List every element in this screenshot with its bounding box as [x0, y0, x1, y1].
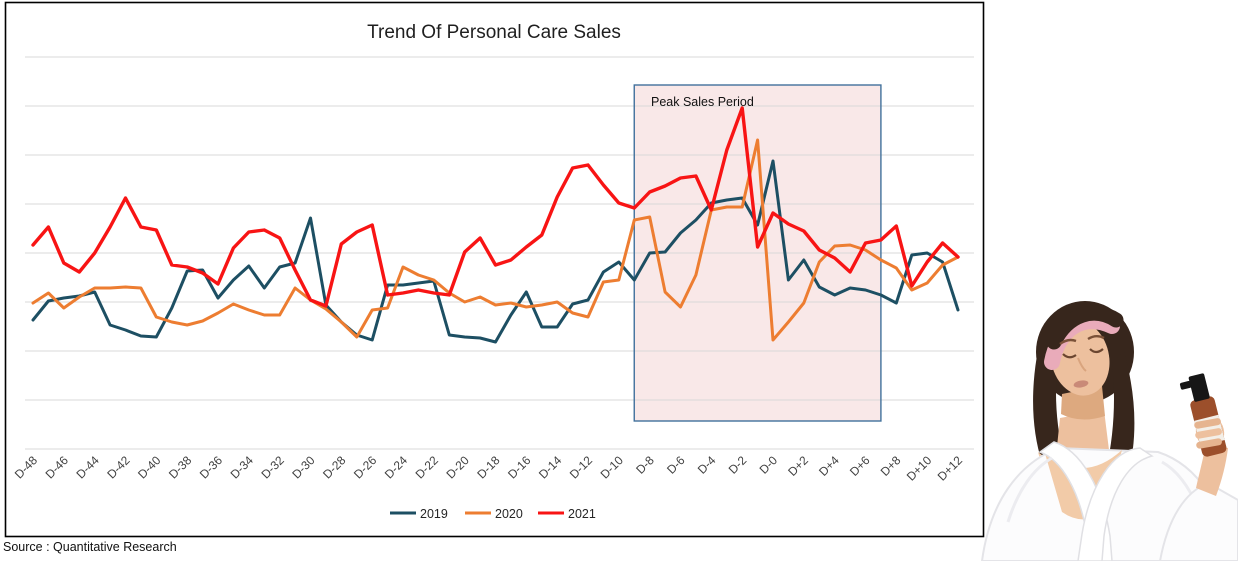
finger-2: [1195, 428, 1222, 439]
x-axis-label: D-16: [505, 453, 534, 482]
x-axis-label: D-48: [12, 453, 41, 482]
x-axis-label: D-24: [382, 453, 411, 482]
x-axis-label: D-26: [351, 453, 380, 482]
series-line-2020: [31, 138, 960, 342]
finger-3: [1196, 438, 1222, 449]
eyebrow-right: [1087, 335, 1105, 341]
neck-shadow: [1061, 386, 1105, 420]
eyebrow-left: [1059, 338, 1077, 345]
x-axis-label: D+2: [785, 453, 811, 479]
x-axis-label: D-30: [289, 453, 318, 482]
legend: 2019 2020 2021: [390, 507, 596, 521]
x-axis-label: D-18: [474, 453, 503, 482]
chart-title: Trend Of Personal Care Sales: [367, 22, 621, 43]
peak-sales-region-border: [633, 84, 882, 422]
x-axis-label: D-46: [43, 453, 72, 482]
x-axis-label: D-36: [197, 453, 226, 482]
legend-label-2021: 2021: [568, 507, 596, 521]
x-axis-label: D+10: [904, 453, 935, 484]
peak-region-label: Peak Sales Period: [651, 95, 754, 109]
x-axis-label: D-10: [598, 453, 627, 482]
series-line-2021: [31, 106, 960, 308]
lips: [1073, 380, 1089, 388]
x-axis-label: D-44: [74, 453, 103, 482]
bottle-cap: [1188, 373, 1210, 402]
bottle-nozzle: [1179, 380, 1192, 390]
x-axis-label: D-22: [413, 453, 442, 482]
x-axis-label: D-4: [695, 453, 719, 477]
x-axis-label: D-2: [726, 453, 750, 477]
finger-1: [1194, 418, 1221, 429]
x-axis-label: D-38: [166, 453, 195, 482]
robe-collar-right: [1077, 447, 1154, 561]
x-axis-label: D-32: [259, 453, 288, 482]
x-axis-label: D-6: [664, 453, 688, 477]
source-note: Source : Quantitative Research: [3, 540, 177, 554]
nose: [1077, 357, 1087, 372]
hair-left-lock: [1033, 350, 1064, 462]
x-axis-labels: D-48 D-46 D-44 D-42 D-40 D-38 D-36 D-34 D-32 D-30…: [12, 453, 966, 484]
x-axis-label: D-0: [757, 453, 781, 477]
x-axis-label: D-8: [633, 453, 657, 477]
x-axis-label: D+6: [847, 453, 873, 479]
x-axis-label: D-34: [228, 453, 257, 482]
hair-right-lock: [1106, 352, 1135, 476]
x-axis-label: D-40: [135, 453, 164, 482]
x-axis-label: D+8: [878, 453, 904, 479]
x-axis-label: D+4: [816, 453, 842, 479]
x-axis-label: D-14: [536, 453, 565, 482]
x-axis-label: D+12: [935, 453, 966, 484]
hair-top: [1046, 305, 1124, 350]
x-axis-label: D-28: [320, 453, 349, 482]
robe-fold-left: [1006, 456, 1053, 523]
chart-frame-border: [4, 1, 985, 538]
series-line-2019: [31, 159, 960, 344]
closed-eye-right: [1089, 348, 1104, 354]
robe-sleeve: [1158, 481, 1238, 561]
legend-label-2019: 2019: [420, 507, 448, 521]
x-axis-label: D-12: [567, 453, 596, 482]
closed-eye-left: [1062, 353, 1077, 359]
woman-spray-photo: [980, 301, 1238, 561]
legend-label-2020: 2020: [495, 507, 523, 521]
x-axis-label: D-42: [104, 453, 133, 482]
x-axis-label: D-20: [444, 453, 473, 482]
gridlines: [25, 56, 974, 450]
